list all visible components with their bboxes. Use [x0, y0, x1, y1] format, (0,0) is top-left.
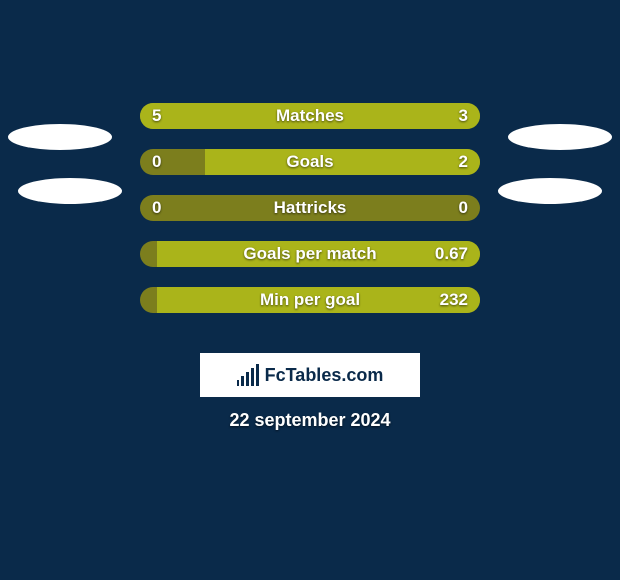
- bar-track: [140, 195, 480, 221]
- comparison-row: Min per goal232: [0, 287, 620, 333]
- comparison-row: Goals per match0.67: [0, 241, 620, 287]
- bar-track: [140, 103, 480, 129]
- bar-fill-right: [157, 287, 480, 313]
- bar-track: [140, 149, 480, 175]
- decorative-ellipse: [508, 124, 612, 150]
- bar-track: [140, 241, 480, 267]
- decorative-ellipse: [8, 124, 112, 150]
- bar-fill-right: [353, 103, 481, 129]
- bar-fill-left: [140, 103, 353, 129]
- bar-chart-icon: [237, 364, 259, 386]
- bar-fill-right: [205, 149, 480, 175]
- decorative-ellipse: [498, 178, 602, 204]
- bar-fill-right: [157, 241, 480, 267]
- decorative-ellipse: [18, 178, 122, 204]
- logo-text: FcTables.com: [265, 365, 384, 386]
- bar-track: [140, 287, 480, 313]
- date-text: 22 september 2024: [0, 410, 620, 431]
- logo-box: FcTables.com: [200, 353, 420, 397]
